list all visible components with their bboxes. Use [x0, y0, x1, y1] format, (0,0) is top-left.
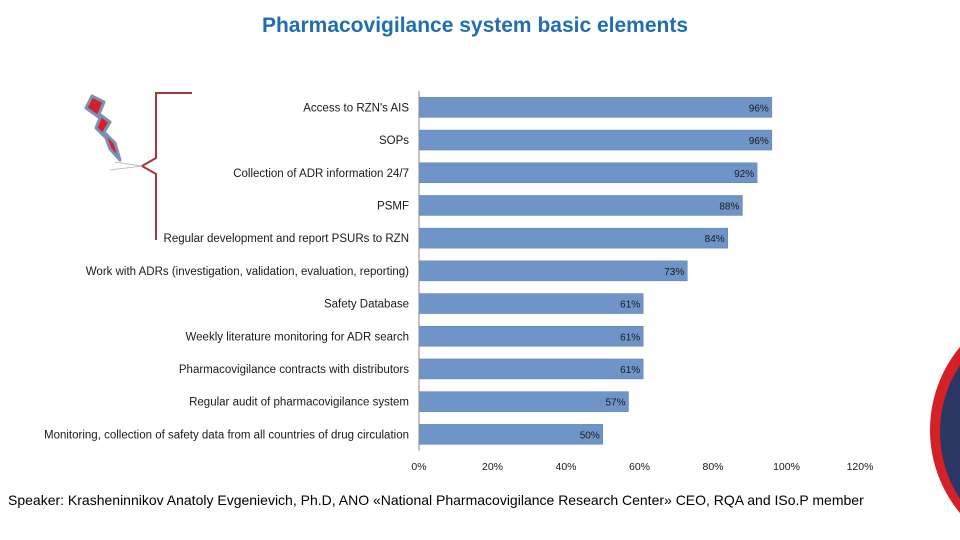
category-label-4: PSMF	[377, 200, 409, 212]
data-label-9: 61%	[620, 365, 640, 376]
bar-6	[418, 260, 688, 282]
category-label-8: Weekly literature monitoring for ADR sea…	[186, 331, 410, 343]
data-label-2: 96%	[749, 136, 769, 147]
x-axis-ticks: 0% 20% 40% 60% 80% 100% 120%	[411, 461, 873, 473]
data-labels: 96% 96% 92% 88% 84% 73% 61% 61% 61% 57% 50%	[580, 103, 769, 441]
category-label-9: Pharmacovigilance contracts with distrib…	[179, 364, 409, 376]
data-label-4: 88%	[719, 201, 739, 212]
x-tick-label-1: 0%	[411, 461, 426, 473]
bar-1	[418, 97, 773, 118]
bar-7	[418, 293, 644, 314]
category-label-7: Safety Database	[324, 299, 409, 311]
data-label-5: 84%	[705, 234, 725, 245]
lightning-bolt-icon	[84, 94, 122, 162]
bar-5	[418, 227, 728, 249]
bar-2	[418, 129, 773, 151]
data-label-7: 61%	[620, 300, 640, 311]
x-tick-label-4: 60%	[629, 461, 650, 473]
bar-9	[418, 358, 644, 380]
speaker-footer: Speaker: Krasheninnikov Anatoly Evgeniev…	[8, 492, 864, 508]
corner-arc-decoration	[930, 346, 960, 514]
x-tick-label-5: 80%	[702, 461, 723, 473]
x-tick-label-6: 100%	[773, 461, 800, 473]
bars-layer	[418, 97, 773, 445]
slide-title: Pharmacovigilance system basic elements	[261, 14, 689, 37]
category-label-2: SOPs	[379, 135, 409, 147]
bar-4	[418, 195, 743, 216]
bar-10	[418, 391, 629, 412]
bar-8	[418, 326, 644, 347]
data-label-1: 96%	[749, 103, 769, 114]
bar-3	[418, 162, 758, 183]
x-tick-label-3: 40%	[555, 461, 576, 473]
data-label-8: 61%	[620, 332, 640, 343]
curly-brace-decoration	[139, 92, 192, 240]
data-label-3: 92%	[734, 169, 754, 180]
category-label-11: Monitoring, collection of safety data fr…	[44, 429, 409, 441]
category-label-1: Access to RZN's AIS	[303, 102, 409, 114]
data-label-10: 57%	[605, 398, 625, 409]
category-labels: Access to RZN's AIS SOPs Collection of ADR…	[44, 102, 409, 441]
bar-11	[418, 424, 603, 445]
x-tick-label-7: 120%	[847, 461, 874, 473]
category-label-5: Regular development and report PSURs to …	[164, 233, 409, 245]
data-label-6: 73%	[664, 267, 684, 278]
category-label-6: Work with ADRs (investigation, validatio…	[86, 266, 409, 278]
x-tick-label-2: 20%	[482, 461, 503, 473]
data-label-11: 50%	[580, 430, 600, 441]
curly-brace-tail	[109, 161, 143, 171]
category-label-3: Collection of ADR information 24/7	[233, 168, 409, 180]
category-label-10: Regular audit of pharmacovigilance syste…	[189, 397, 409, 409]
